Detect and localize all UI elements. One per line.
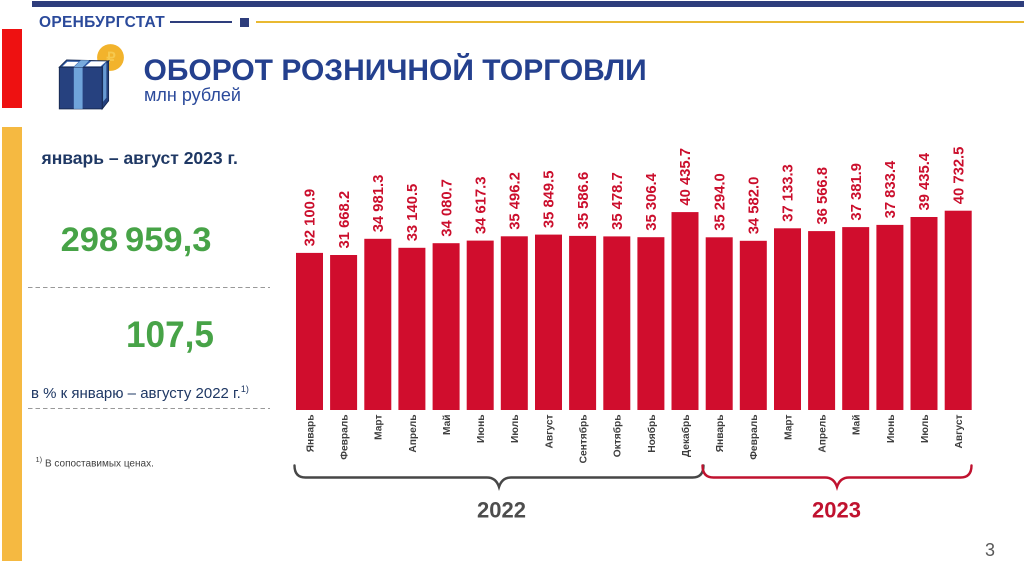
svg-text:2023: 2023 xyxy=(812,498,861,523)
svg-text:Сентябрь: Сентябрь xyxy=(578,415,590,464)
svg-text:33 140.5: 33 140.5 xyxy=(405,184,421,242)
svg-text:Август: Август xyxy=(544,414,555,448)
svg-text:Март: Март xyxy=(374,414,385,439)
svg-text:37 133.3: 37 133.3 xyxy=(781,164,797,222)
svg-text:Май: Май xyxy=(442,415,453,436)
svg-text:2022: 2022 xyxy=(477,498,526,523)
svg-text:Апрель: Апрель xyxy=(408,415,419,453)
svg-text:32 100.9: 32 100.9 xyxy=(303,189,319,247)
svg-text:40 732.5: 40 732.5 xyxy=(951,147,967,205)
svg-text:Январь: Январь xyxy=(305,415,316,453)
svg-text:Июнь: Июнь xyxy=(886,415,897,443)
svg-text:31 668.2: 31 668.2 xyxy=(337,191,353,249)
svg-text:Декабрь: Декабрь xyxy=(680,415,692,458)
svg-text:35 586.6: 35 586.6 xyxy=(576,172,592,230)
svg-text:35 306.4: 35 306.4 xyxy=(644,172,660,230)
svg-text:34 617.3: 34 617.3 xyxy=(473,176,489,234)
svg-text:35 496.2: 35 496.2 xyxy=(508,172,524,230)
svg-text:35 478.7: 35 478.7 xyxy=(610,172,626,230)
svg-text:Октябрь: Октябрь xyxy=(612,415,624,458)
svg-text:Август: Август xyxy=(954,414,965,448)
svg-text:Март: Март xyxy=(783,414,794,439)
svg-text:Апрель: Апрель xyxy=(818,415,829,453)
svg-text:35 849.5: 35 849.5 xyxy=(542,170,558,228)
svg-text:Июль: Июль xyxy=(510,415,521,444)
svg-text:40 435.7: 40 435.7 xyxy=(678,148,694,206)
svg-text:Июль: Июль xyxy=(920,415,931,444)
svg-text:Ноябрь: Ноябрь xyxy=(646,415,658,453)
svg-text:37 381.9: 37 381.9 xyxy=(849,163,865,221)
svg-text:Май: Май xyxy=(852,415,863,436)
svg-text:₽: ₽ xyxy=(106,51,116,67)
svg-text:34 582.0: 34 582.0 xyxy=(747,177,763,235)
svg-text:34 981.3: 34 981.3 xyxy=(371,175,387,233)
svg-text:Январь: Январь xyxy=(715,415,726,453)
svg-text:Июнь: Июнь xyxy=(476,414,487,442)
svg-text:35 294.0: 35 294.0 xyxy=(712,173,728,231)
svg-text:34 080.7: 34 080.7 xyxy=(439,179,455,237)
svg-text:Февраль: Февраль xyxy=(749,415,760,460)
svg-text:36 566.8: 36 566.8 xyxy=(815,167,831,225)
svg-text:37 833.4: 37 833.4 xyxy=(883,160,899,218)
svg-text:Февраль: Февраль xyxy=(340,415,351,460)
svg-text:39 435.4: 39 435.4 xyxy=(917,152,933,210)
